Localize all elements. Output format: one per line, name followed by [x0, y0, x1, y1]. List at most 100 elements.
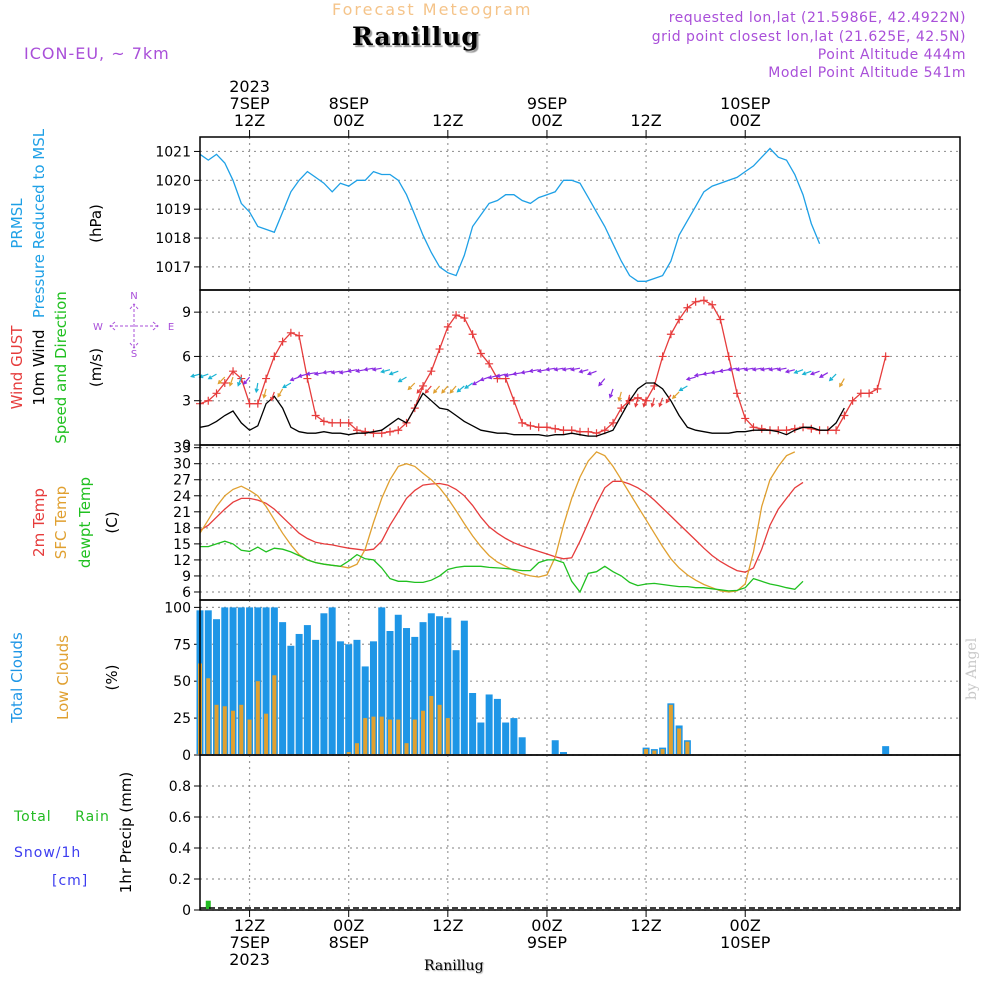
top-axis-label: 12Z: [432, 111, 463, 130]
y-tick-label: 30: [173, 457, 191, 473]
bar-total-clouds: [221, 607, 229, 754]
bar-total-clouds: [469, 693, 477, 754]
panel-label-wind: 10m Wind: [30, 329, 48, 405]
wind-arrow: [217, 376, 226, 385]
bar-low-clouds: [379, 716, 384, 754]
grid-point-coords: grid point closest lon,lat (21.625E, 42.…: [651, 29, 966, 45]
gust-point-marker: [427, 367, 436, 376]
gust-point-marker: [295, 331, 304, 340]
bottom-axis-label: 8SEP: [329, 933, 369, 952]
wind-arrow: [828, 373, 837, 382]
y-tick-label: 0: [182, 903, 191, 919]
y-tick-label: 24: [173, 489, 191, 505]
wind-arrow: [198, 373, 209, 379]
bar-total-clouds: [551, 740, 559, 754]
panel-frame-precip: [199, 754, 961, 911]
bar-low-clouds: [685, 741, 690, 754]
panel-label-pressure: Pressure Reduced to MSL: [30, 128, 48, 318]
bar-low-clouds: [206, 678, 211, 754]
bar-low-clouds: [264, 713, 269, 754]
bar-low-clouds: [272, 675, 277, 754]
wind-arrow: [190, 373, 201, 378]
gust-point-marker: [336, 418, 345, 427]
bar-total-clouds: [287, 645, 295, 754]
y-tick-label: 75: [173, 637, 191, 653]
wind-arrow: [388, 370, 399, 376]
bar-low-clouds: [445, 718, 450, 754]
gust-point-marker: [278, 337, 287, 346]
legend-snow-unit-label: [cm]: [52, 873, 89, 889]
model-altitude: Model Point Altitude 541m: [768, 65, 966, 81]
y-tick-label: 9: [182, 305, 191, 321]
bar-total-clouds: [411, 636, 419, 754]
legend-snow-unit: [cm]: [52, 873, 88, 889]
y-tick-label: 1020: [155, 173, 191, 189]
gust-point-marker: [683, 303, 692, 312]
bottom-axis-label: 12Z: [432, 916, 463, 935]
gust-point-marker: [658, 352, 667, 361]
bar-low-clouds: [429, 695, 434, 754]
wind-arrow: [735, 367, 746, 372]
bar-low-clouds: [660, 749, 665, 754]
wind-arrow: [424, 385, 432, 394]
wind-arrow: [608, 388, 614, 399]
wind-arrow: [207, 373, 217, 380]
bar-low-clouds: [363, 718, 368, 754]
gust-point-marker: [253, 399, 262, 408]
top-axis-label: 00Z: [730, 111, 761, 130]
wind-arrow: [743, 367, 754, 372]
top-axis-label: 12Z: [630, 111, 661, 130]
gust-point-marker: [633, 393, 642, 402]
panel-label-wind: Wind GUST: [8, 325, 26, 410]
y-tick-label: 0: [182, 438, 191, 454]
wind-arrow: [432, 385, 441, 394]
wind-arrow: [528, 368, 539, 373]
gust-point-marker: [542, 423, 551, 432]
bar-total-clouds: [493, 698, 501, 754]
bottom-axis-label: 7SEP: [230, 933, 270, 952]
wind-arrow: [228, 376, 234, 387]
wind-arrow: [784, 369, 795, 374]
panel-label-temperature: SFC Temp: [52, 486, 70, 559]
wind-arrow: [751, 367, 762, 372]
y-tick-label: 1019: [155, 202, 191, 218]
wind-arrow: [262, 388, 267, 399]
series-line-10m-wind: [199, 382, 845, 437]
wind-arrow: [586, 370, 597, 376]
wind-arrow: [702, 371, 713, 376]
bar-total-clouds: [254, 607, 262, 754]
y-tick-label: 0.2: [169, 872, 191, 888]
gust-point-marker: [452, 311, 461, 320]
gust-point-marker: [832, 426, 841, 435]
panel-frame-wind: [199, 289, 961, 446]
wind-arrow: [338, 370, 349, 375]
panel-label-wind: Speed and Direction: [52, 291, 70, 444]
gust-point-marker: [245, 399, 254, 408]
wind-arrow: [768, 367, 779, 372]
top-axis-label: 8SEP: [329, 94, 369, 113]
gust-point-marker: [311, 411, 320, 420]
panel-label-temperature: 2m Temp: [30, 488, 48, 557]
wind-arrow: [363, 367, 374, 372]
bar-total-clouds: [485, 694, 493, 754]
wind-arrow: [776, 367, 787, 372]
wind-arrow: [464, 382, 473, 389]
top-axis-label: 7SEP: [230, 94, 270, 113]
gust-point-marker: [460, 314, 469, 323]
wind-arrow: [520, 370, 531, 375]
wind-arrow: [685, 376, 696, 381]
gust-point-marker: [699, 296, 708, 305]
series-line-2m-temp: [199, 480, 804, 573]
model-label: ICON-EU, ~ 7km: [24, 44, 170, 63]
legend-total-rain-label: Total Rain: [14, 809, 110, 825]
chart-title: Ranillug: [352, 22, 480, 51]
wind-arrow: [495, 373, 506, 378]
panel-label-temperature: dewpt Temp: [76, 477, 94, 568]
gust-point-marker: [212, 389, 221, 398]
gust-point-marker: [584, 427, 593, 436]
wind-arrow: [237, 376, 242, 387]
wind-arrow: [242, 376, 251, 385]
gust-point-marker: [419, 381, 428, 390]
wind-arrow: [282, 382, 292, 389]
